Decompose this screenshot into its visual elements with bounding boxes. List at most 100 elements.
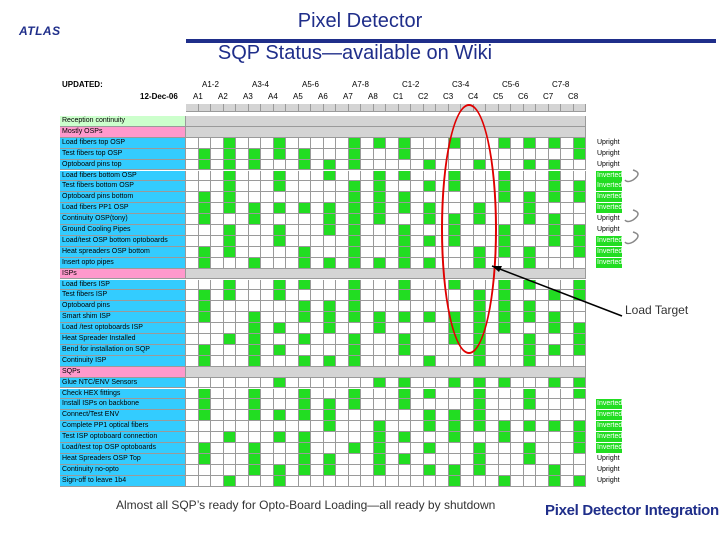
status-cell-value [361,464,374,476]
status-cell [298,388,311,400]
status-cell [473,432,486,443]
status-cell-value [561,301,574,313]
status-cell-value [561,399,574,411]
load-target-arrow [491,265,623,317]
status-cell-value [436,312,449,324]
status-cell-value [536,399,549,411]
group-header: A7-8 [352,80,369,89]
status-cell-value [236,192,249,204]
status-cell [548,235,561,247]
status-cell [198,312,211,324]
status-cell-value [436,399,449,411]
status-cell-value [386,388,399,400]
status-cell [398,334,411,345]
sub-header-cell [498,104,511,112]
status-cell-value [386,137,399,149]
status-cell [398,323,411,334]
status-cell [248,148,261,160]
status-cell [248,475,261,487]
status-cell [423,159,436,171]
sub-header-cell [548,104,561,112]
sub-header-cell [248,104,261,112]
status-cell-value [386,421,399,433]
status-cell [448,475,461,487]
status-cell [398,181,411,193]
status-cell-value [211,355,224,367]
status-cell [348,181,361,193]
orientation-status: Inverted [596,170,623,181]
status-cell [248,464,261,476]
status-cell [223,388,236,400]
status-cell [573,246,586,258]
status-cell-value [311,399,324,411]
status-cell [398,148,411,160]
status-cell-value [436,410,449,422]
task-row-label: Check HEX fittings [60,388,186,400]
status-cell-value [211,159,224,171]
task-row-label: Bend for installation on SQP [60,344,186,356]
status-cell-value [561,235,574,247]
status-cell [273,246,286,258]
status-cell [198,475,211,487]
title-rule [186,39,716,43]
status-cell [523,344,536,356]
status-cell-value [261,214,274,225]
status-cell-value [511,432,524,443]
status-cell [323,148,336,160]
status-cell-value [361,225,374,236]
status-cell-value [311,203,324,215]
status-cell-value [186,192,199,204]
status-cell-value [336,279,349,291]
status-cell-value [336,377,349,389]
status-cell [498,301,511,313]
status-cell [223,453,236,465]
status-cell [373,214,386,225]
status-cell-value [436,432,449,443]
status-cell [398,203,411,215]
status-cell-value [336,192,349,204]
status-cell-value [211,137,224,149]
group-header: C3-4 [452,80,470,89]
column-header: C2 [418,92,429,101]
status-cell-value [386,225,399,236]
section-header: Mostly OSPs [60,126,186,138]
status-cell-value [186,257,199,269]
status-cell-value [286,181,299,193]
sub-header-cell [573,104,586,112]
status-cell-value [186,388,199,400]
status-cell-value [261,453,274,465]
status-cell [323,257,336,269]
status-cell-value [411,355,424,367]
status-cell [248,410,261,422]
status-cell-value [511,148,524,160]
status-cell [248,334,261,345]
status-cell [298,192,311,204]
status-cell-value [261,170,274,182]
sub-header-cell [323,104,336,112]
status-cell-value [186,475,199,487]
status-cell-value [536,170,549,182]
sub-header-cell [186,104,199,112]
status-cell [198,279,211,291]
status-cell [223,279,236,291]
status-cell-value [261,181,274,193]
group-header: A3-4 [252,80,269,89]
status-cell-value [411,475,424,487]
status-cell-value [336,181,349,193]
status-cell [223,181,236,193]
status-cell-value [561,312,574,324]
status-cell [248,399,261,411]
status-cell [498,377,511,389]
status-cell [398,355,411,367]
status-cell [548,344,561,356]
status-cell-value [236,453,249,465]
status-cell-value [261,443,274,454]
status-cell-value [361,246,374,258]
status-cell [248,344,261,356]
status-cell [298,290,311,302]
status-cell [323,279,336,291]
status-cell [273,344,286,356]
status-cell [573,377,586,389]
status-cell-value [561,246,574,258]
status-cell [498,355,511,367]
